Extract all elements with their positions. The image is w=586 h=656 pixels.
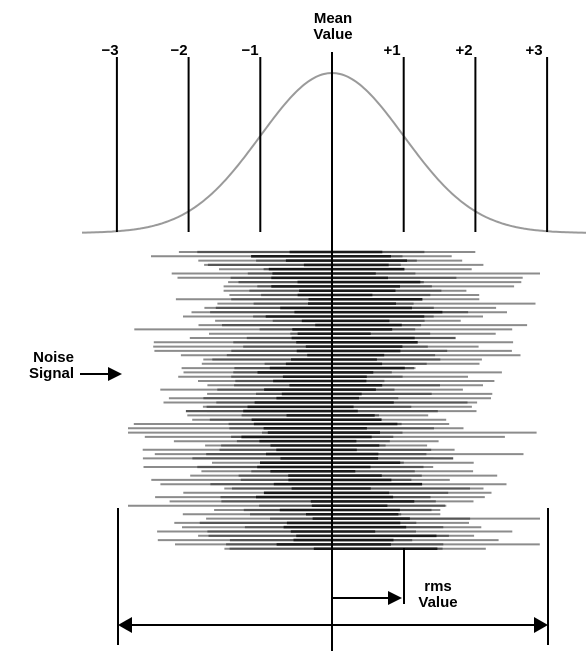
noise-signal-label: Noise Signal bbox=[8, 350, 74, 382]
noise-signal-traces bbox=[128, 250, 540, 551]
mean-label-line1: Mean bbox=[313, 10, 353, 27]
gaussian-curve bbox=[82, 71, 586, 234]
rms-value-label: rms Value bbox=[418, 579, 457, 611]
mean-label-line2: Value bbox=[313, 26, 353, 43]
sigma-lines bbox=[115, 57, 549, 232]
rms-label-line2: Value bbox=[418, 594, 458, 611]
sigma-label-minus-3: −3 bbox=[101, 42, 119, 59]
mean-value-label: Mean Value bbox=[313, 11, 352, 43]
sigma-label-minus-1: −1 bbox=[241, 42, 259, 59]
rms-arrow-head bbox=[388, 591, 402, 605]
rms-label-line1: rms bbox=[424, 578, 452, 595]
sigma-label-plus-1: +1 bbox=[383, 42, 401, 59]
noise-pointer-head bbox=[108, 367, 122, 381]
noise-label-line1: Noise bbox=[33, 349, 74, 366]
span-arrow-left-head bbox=[118, 617, 132, 633]
sigma-label-minus-2: −2 bbox=[170, 42, 188, 59]
span-arrow-right-head bbox=[534, 617, 548, 633]
sigma-label-plus-3: +3 bbox=[525, 42, 543, 59]
noise-label-line2: Signal bbox=[28, 365, 74, 382]
sigma-label-plus-2: +2 bbox=[455, 42, 473, 59]
